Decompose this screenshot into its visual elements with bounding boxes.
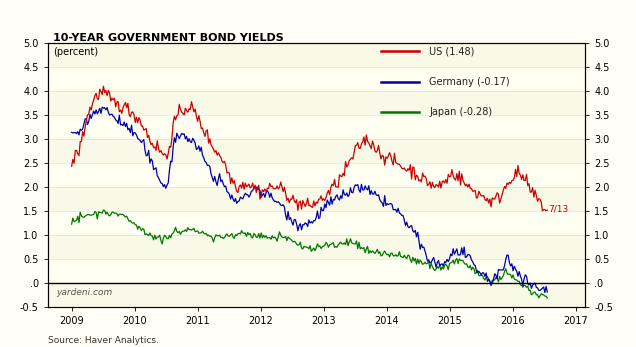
Bar <box>48 115 585 139</box>
Bar <box>48 259 585 283</box>
Bar <box>48 163 585 187</box>
Text: (percent): (percent) <box>53 47 98 57</box>
Bar <box>48 283 585 307</box>
Bar <box>48 91 585 115</box>
Bar <box>48 67 585 91</box>
Text: Japan (-0.28): Japan (-0.28) <box>429 107 492 117</box>
Bar <box>48 211 585 235</box>
Text: yardeni.com: yardeni.com <box>56 288 112 297</box>
Text: Germany (-0.17): Germany (-0.17) <box>429 77 510 87</box>
Text: Source: Haver Analytics.: Source: Haver Analytics. <box>48 336 158 345</box>
Text: US (1.48): US (1.48) <box>429 46 474 56</box>
Bar <box>48 235 585 259</box>
Text: 10-YEAR GOVERNMENT BOND YIELDS: 10-YEAR GOVERNMENT BOND YIELDS <box>53 33 284 43</box>
Bar <box>48 139 585 163</box>
Bar <box>48 187 585 211</box>
Bar <box>48 43 585 67</box>
Text: 7/13: 7/13 <box>549 204 569 213</box>
